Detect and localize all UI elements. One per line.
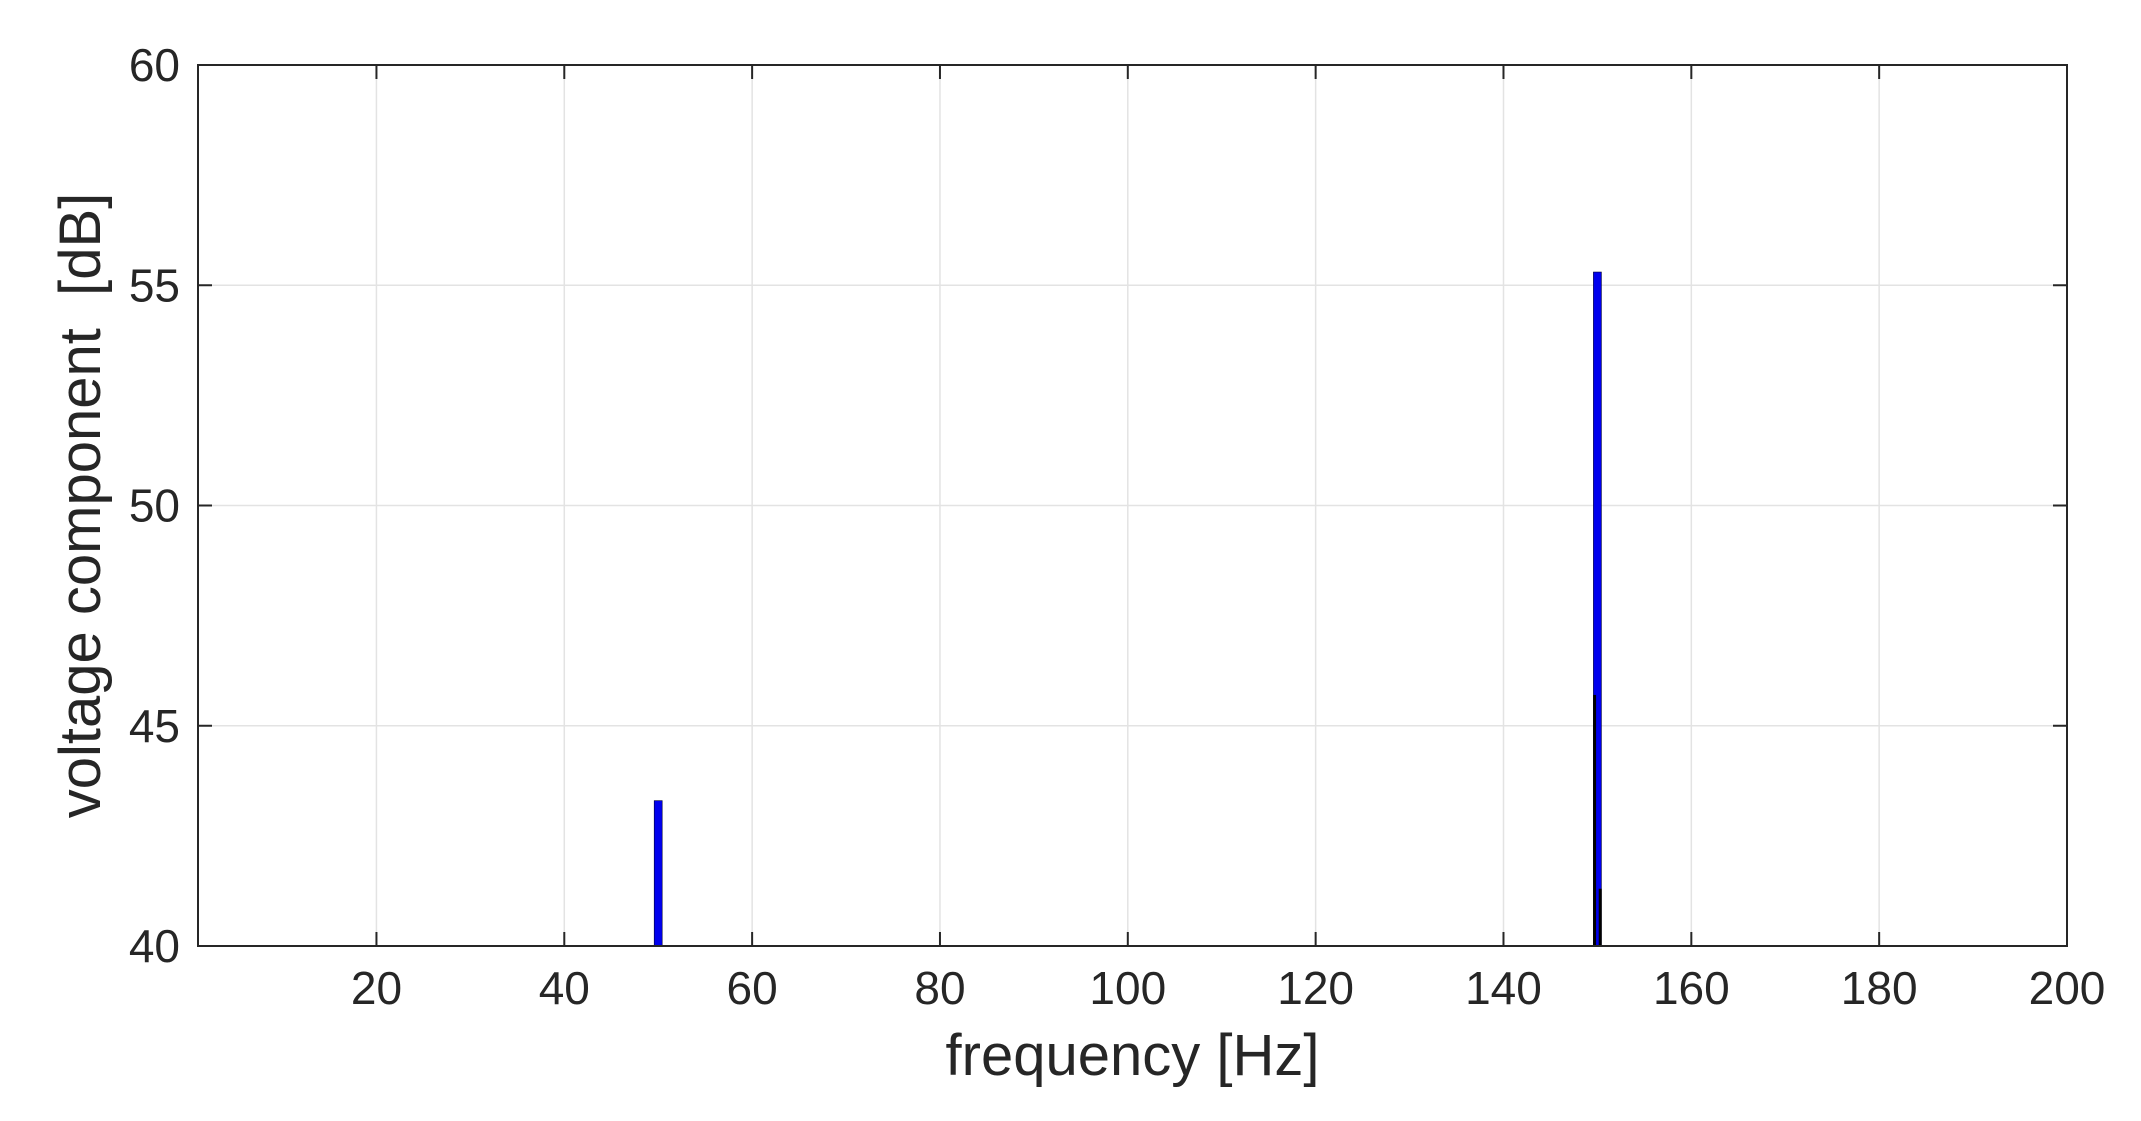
x-tick-label: 40 — [539, 962, 590, 1014]
y-axis-title: voltage component [dB] — [48, 193, 113, 819]
x-axis-title: frequency [Hz] — [946, 1023, 1320, 1088]
bar-series-1-0 — [653, 800, 663, 947]
x-tick-label: 100 — [1089, 962, 1166, 1014]
y-tick-label: 50 — [129, 480, 180, 532]
bar-series-2-1 — [1598, 888, 1602, 946]
tick-labels: 20 40 60 80 100 120 140 160 180 200 40 45 50 55 60 — [129, 39, 2106, 1014]
x-tick-label: 180 — [1841, 962, 1918, 1014]
axes — [197, 64, 2068, 947]
x-tick-label: 80 — [914, 962, 965, 1014]
y-tick-label: 45 — [129, 700, 180, 752]
x-tick-label: 200 — [2029, 962, 2106, 1014]
x-tick-label: 140 — [1465, 962, 1542, 1014]
y-tick-label: 40 — [129, 920, 180, 972]
x-tick-label: 20 — [351, 962, 402, 1014]
y-tick-label: 60 — [129, 39, 180, 91]
x-tick-label: 120 — [1277, 962, 1354, 1014]
x-tick-label: 160 — [1653, 962, 1730, 1014]
y-tick-label: 55 — [129, 259, 180, 311]
x-tick-label: 60 — [727, 962, 778, 1014]
bar-series-2-0 — [1593, 694, 1597, 946]
